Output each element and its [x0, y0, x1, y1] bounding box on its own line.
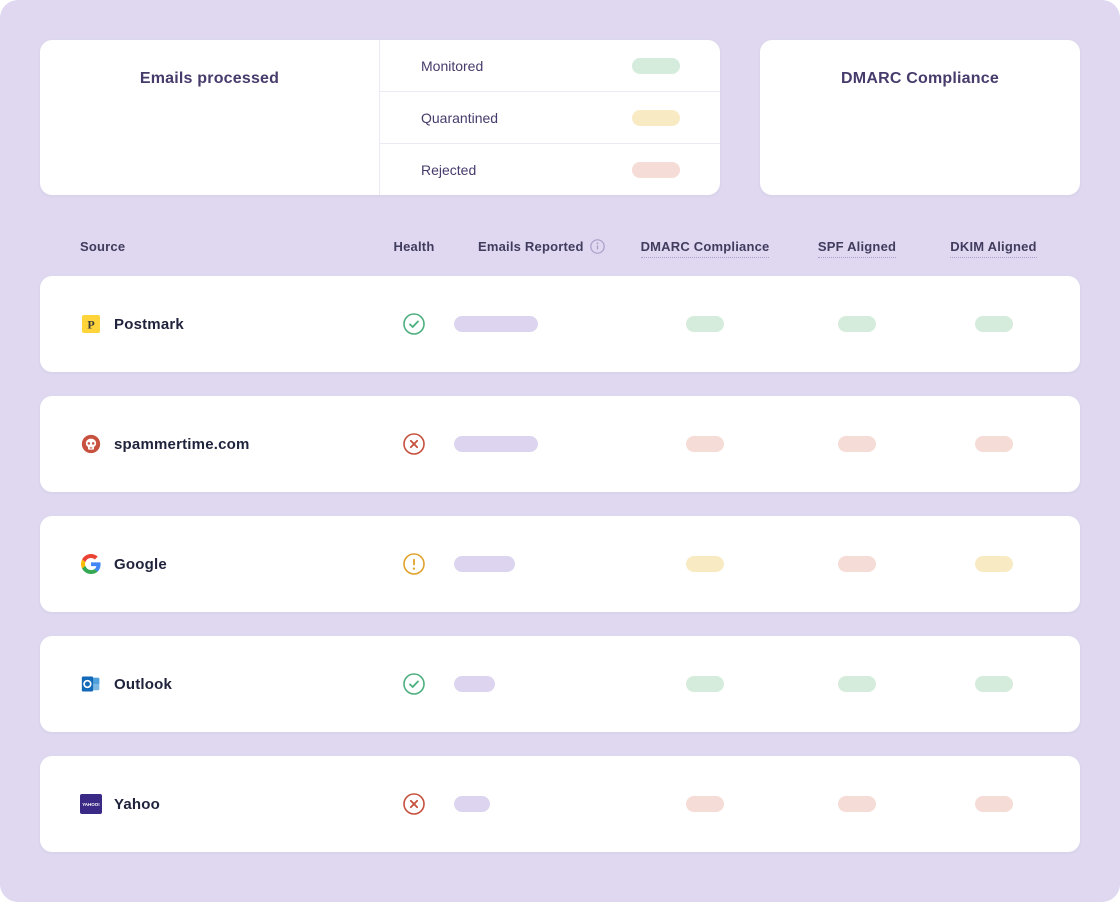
- spf-pill: [838, 316, 876, 332]
- yahoo-logo-icon: YAHOO!: [80, 793, 102, 815]
- dmarc-compliance-card: DMARC Compliance: [760, 40, 1080, 195]
- source-cell: P Postmark: [80, 313, 374, 335]
- source-row[interactable]: P Postmark: [40, 276, 1080, 372]
- spf-pill: [838, 676, 876, 692]
- emails-reported-pill: [454, 796, 490, 812]
- source-label: spammertime.com: [114, 435, 250, 453]
- emails-reported-pill: [454, 436, 538, 452]
- health-error-icon: [403, 433, 425, 455]
- source-row[interactable]: YAHOO! Yahoo: [40, 756, 1080, 852]
- stat-label: Rejected: [421, 161, 477, 178]
- health-check-icon: [403, 313, 425, 335]
- stat-label: Monitored: [421, 57, 484, 74]
- stat-value-pill: [632, 109, 680, 126]
- stat-row: Monitored: [380, 40, 720, 91]
- source-label: Yahoo: [114, 795, 161, 813]
- source-cell: Google: [80, 553, 374, 575]
- dkim-pill: [974, 676, 1013, 692]
- dmarc-pill: [686, 316, 724, 332]
- emails-processed-card: Emails processed Monitored Quarantined R…: [40, 40, 720, 195]
- column-emails-reported: Emails Reported: [454, 239, 605, 254]
- google-logo-icon: [80, 553, 102, 575]
- column-dmarc-compliance[interactable]: DMARC Compliance: [640, 239, 770, 258]
- column-health: Health: [393, 239, 435, 254]
- dmarc-compliance-title: DMARC Compliance: [841, 70, 999, 87]
- source-cell: YAHOO! Yahoo: [80, 793, 374, 815]
- dmarc-compliance-value-skeleton: [862, 120, 978, 146]
- summary-section: Emails processed Monitored Quarantined R…: [40, 40, 1080, 195]
- spf-pill: [838, 796, 876, 812]
- stat-value-pill: [632, 57, 680, 74]
- emails-processed-panel: Emails processed: [40, 40, 380, 195]
- stat-value-pill: [632, 161, 680, 178]
- emails-processed-title: Emails processed: [139, 70, 280, 87]
- source-row[interactable]: spammertime.com: [40, 396, 1080, 492]
- source-label: Outlook: [114, 675, 173, 693]
- emails-processed-value-skeleton: [144, 120, 276, 146]
- source-row[interactable]: Google: [40, 516, 1080, 612]
- health-error-icon: [403, 793, 425, 815]
- emails-reported-pill: [454, 556, 515, 572]
- stat-row: Quarantined: [380, 91, 720, 143]
- spf-pill: [838, 436, 876, 452]
- dkim-pill: [974, 796, 1013, 812]
- column-emails-reported-label: Emails Reported: [478, 239, 584, 254]
- outlook-logo-icon: [80, 673, 102, 695]
- sources-table-header: Source Health Emails Reported DMARC Comp…: [40, 239, 1080, 258]
- emails-reported-pill: [454, 316, 538, 332]
- emails-reported-pill: [454, 676, 495, 692]
- svg-text:P: P: [87, 318, 94, 332]
- info-icon[interactable]: [589, 239, 605, 254]
- source-row[interactable]: Outlook: [40, 636, 1080, 732]
- source-cell: Outlook: [80, 673, 374, 695]
- column-dkim-aligned[interactable]: DKIM Aligned: [950, 239, 1037, 258]
- dmarc-pill: [686, 676, 724, 692]
- source-label: Google: [114, 555, 167, 573]
- source-rows: P Postmark spammertime.com Google: [40, 276, 1080, 852]
- stat-row: Rejected: [380, 143, 720, 195]
- stat-label: Quarantined: [421, 109, 499, 126]
- dmarc-pill: [686, 436, 724, 452]
- dmarc-pill: [686, 796, 724, 812]
- postmark-logo-icon: P: [80, 313, 102, 335]
- column-spf-aligned[interactable]: SPF Aligned: [817, 239, 897, 258]
- skull-icon: [80, 433, 102, 455]
- dkim-pill: [974, 316, 1013, 332]
- stats-list: Monitored Quarantined Rejected: [380, 40, 720, 195]
- spf-pill: [838, 556, 876, 572]
- health-check-icon: [403, 673, 425, 695]
- dkim-pill: [974, 436, 1013, 452]
- source-cell: spammertime.com: [80, 433, 374, 455]
- column-source: Source: [80, 239, 126, 254]
- dkim-pill: [974, 556, 1013, 572]
- health-warning-icon: [403, 553, 425, 575]
- svg-text:YAHOO!: YAHOO!: [82, 802, 100, 807]
- source-label: Postmark: [114, 315, 184, 333]
- dmarc-pill: [686, 556, 724, 572]
